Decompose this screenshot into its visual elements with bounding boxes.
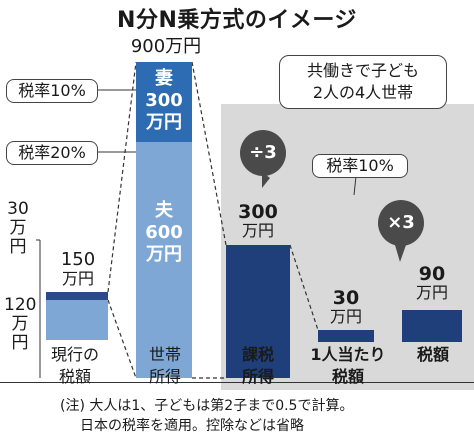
wife-income-bar xyxy=(136,62,192,142)
tax-amount-label: 90 万円 xyxy=(415,263,448,302)
taxable-income-label: 300 万円 xyxy=(238,201,278,240)
current-tax-lower-bar xyxy=(46,300,108,340)
baseline xyxy=(0,382,474,383)
household-note-line2: 2人の4人世帯 xyxy=(312,83,414,102)
page-title: N分N乗方式のイメージ xyxy=(117,8,357,33)
dash-line-right-top xyxy=(289,244,319,331)
category-taxable-income: 課税 所得 xyxy=(241,345,274,386)
household-total-label: 900万円 xyxy=(130,36,202,57)
per-person-tax-label: 30 万円 xyxy=(329,287,362,326)
multiply-pointer xyxy=(395,245,406,262)
footnote-line1: (注) 大人は1、子どもは第2子まで0.5で計算。 xyxy=(60,398,354,414)
tax-rate-10-pill: 税率10% xyxy=(6,79,98,103)
taxable-income-bar xyxy=(226,245,290,378)
current-tax-upper-bar xyxy=(46,292,108,300)
current-tax-150-label: 150 万円 xyxy=(60,249,96,288)
per-person-tax-bar xyxy=(318,330,374,342)
rate-pill-pointer xyxy=(353,175,357,196)
divide-pointer xyxy=(262,172,270,188)
category-tax-amount: 税額 xyxy=(416,345,449,364)
dash-line-left-top xyxy=(107,61,137,293)
husband-income-text: 夫 600 万円 xyxy=(145,200,183,265)
household-note-line1: 共働きで子ども xyxy=(306,61,419,80)
tax-amount-bar xyxy=(402,310,462,342)
tax-rate-10-right-pill: 税率10% xyxy=(312,154,408,178)
divide-by-3-badge: ÷3 xyxy=(240,130,286,176)
multiply-by-3-badge: ×3 xyxy=(378,200,424,246)
category-per-person-tax: 1人当たり 税額 xyxy=(310,345,386,386)
category-household-income: 世帯 所得 xyxy=(148,345,181,386)
dash-line-mid-top xyxy=(191,61,227,246)
household-note: 共働きで子ども 2人の4人世帯 xyxy=(279,55,447,109)
current-tax-30-label: 30 万 円 xyxy=(7,199,29,257)
husband-income-bar xyxy=(136,142,192,378)
current-tax-120-label: 120 万 円 xyxy=(4,295,37,353)
wife-income-text: 妻 300 万円 xyxy=(145,68,183,133)
tax-rate-20-pill: 税率20% xyxy=(6,141,98,165)
footnote-line2: 日本の税率を適用。控除などは省略 xyxy=(80,418,304,434)
category-current-tax: 現行の 税額 xyxy=(50,345,99,386)
